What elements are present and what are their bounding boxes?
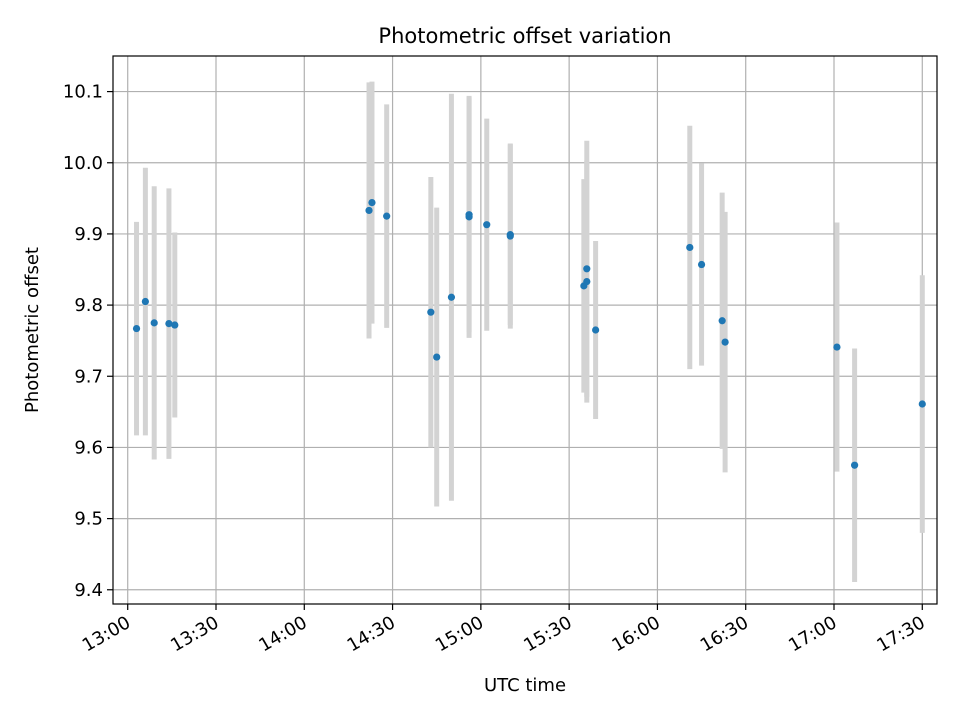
y-tick-label: 9.7 bbox=[74, 366, 103, 387]
data-point bbox=[447, 293, 456, 301]
y-tick-label: 9.6 bbox=[74, 437, 103, 458]
plot-frame bbox=[112, 55, 938, 605]
data-point bbox=[171, 321, 179, 329]
data-point bbox=[132, 324, 141, 333]
y-tick-label: 9.9 bbox=[74, 224, 103, 245]
data-point bbox=[365, 206, 373, 215]
data-point bbox=[433, 353, 441, 361]
data-point bbox=[583, 278, 591, 286]
data-point bbox=[697, 260, 706, 269]
data-point bbox=[506, 232, 514, 240]
data-point bbox=[918, 400, 926, 408]
x-axis-label: UTC time bbox=[484, 675, 566, 696]
y-tick-label: 9.4 bbox=[74, 580, 103, 601]
y-axis-label: Photometric offset bbox=[22, 247, 43, 413]
data-point bbox=[427, 308, 435, 316]
y-tick-label: 9.5 bbox=[74, 509, 103, 530]
data-point bbox=[592, 326, 600, 334]
data-point bbox=[368, 199, 376, 207]
data-point bbox=[583, 265, 591, 273]
y-tick-label: 10.1 bbox=[63, 82, 103, 103]
data-point bbox=[465, 211, 473, 219]
data-point bbox=[141, 297, 149, 306]
data-point bbox=[851, 461, 859, 469]
data-point bbox=[150, 319, 158, 327]
data-point bbox=[686, 243, 694, 252]
data-point bbox=[718, 317, 726, 325]
data-points bbox=[132, 199, 926, 469]
data-point bbox=[833, 343, 841, 351]
y-tick-label: 9.8 bbox=[74, 295, 103, 316]
data-point bbox=[721, 338, 729, 346]
data-point bbox=[483, 221, 491, 229]
chart-title: Photometric offset variation bbox=[378, 24, 671, 48]
data-point bbox=[165, 319, 173, 328]
y-axis-ticks: 9.4 9.5 9.6 9.7 9.8 9.9 10.0 10.1 bbox=[63, 82, 113, 601]
y-tick-label: 10.0 bbox=[63, 153, 103, 174]
data-point bbox=[383, 212, 391, 220]
